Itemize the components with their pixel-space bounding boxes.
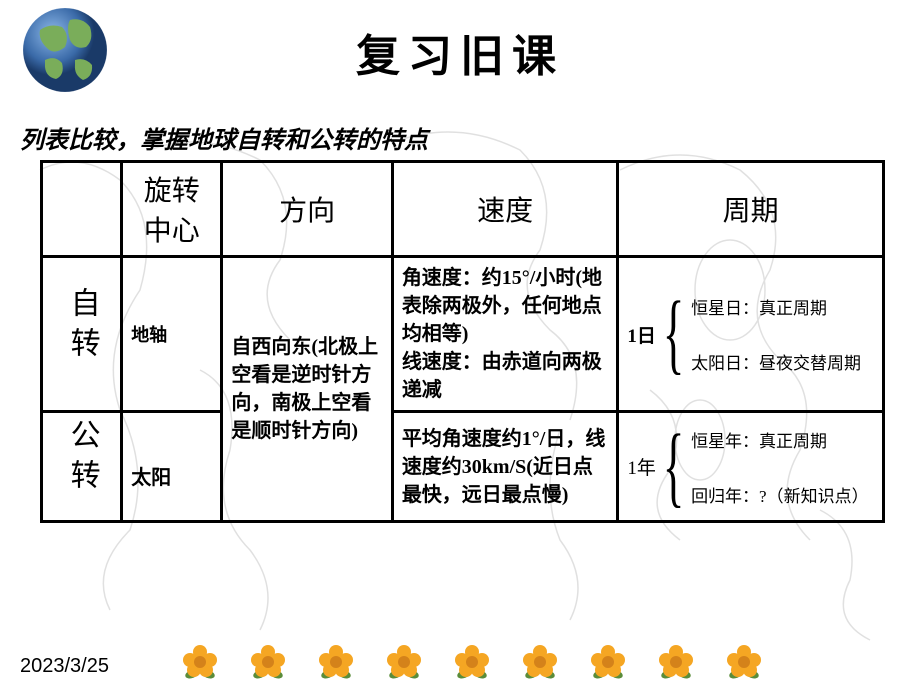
flower-icon: [520, 642, 560, 682]
page-title: 复习旧课: [0, 20, 920, 84]
date-footer: 2023/3/25: [20, 655, 109, 678]
header-center: 旋转中心: [122, 162, 222, 257]
table-row-revolution: 公转 太阳 平均角速度约1°/日，线速度约30km/S(近日点最快，远日最点慢)…: [42, 412, 884, 522]
brace-icon: {: [663, 304, 685, 364]
cell-revolution-period: 1年 { 恒星年：真正周期 回归年：?（新知识点）: [618, 412, 884, 522]
flower-row: [180, 642, 764, 682]
cell-direction: 自西向东(北极上空看是逆时针方向，南极上空看是顺时针方向): [222, 257, 392, 522]
flower-icon: [724, 642, 764, 682]
cell-rotation-speed: 角速度：约15°/小时(地表除两极外，任何地点均相等) 线速度：由赤道向两极递减: [392, 257, 618, 412]
brace-icon: {: [663, 437, 685, 497]
comparison-table: 旋转中心 方向 速度 周期 自转 地轴 自西向东(北极上空看是逆时针方向，南极上…: [40, 160, 885, 523]
row-label-revolution: 公转: [42, 412, 122, 522]
cell-revolution-speed: 平均角速度约1°/日，线速度约30km/S(近日点最快，远日最点慢): [392, 412, 618, 522]
period-main-revolution: 1年: [627, 453, 656, 480]
cell-rotation-period: 1日 { 恒星日：真正周期 太阳日：昼夜交替周期: [618, 257, 884, 412]
period-item: 回归年：?（新知识点）: [691, 482, 869, 507]
table-row-rotation: 自转 地轴 自西向东(北极上空看是逆时针方向，南极上空看是顺时针方向) 角速度：…: [42, 257, 884, 412]
table-header-row: 旋转中心 方向 速度 周期: [42, 162, 884, 257]
flower-icon: [452, 642, 492, 682]
header-speed: 速度: [392, 162, 618, 257]
flower-icon: [180, 642, 220, 682]
header-blank: [42, 162, 122, 257]
flower-icon: [316, 642, 356, 682]
header-period: 周期: [618, 162, 884, 257]
flower-icon: [248, 642, 288, 682]
row-label-rotation: 自转: [42, 257, 122, 412]
period-main-rotation: 1日: [627, 321, 656, 348]
period-item: 恒星年：真正周期: [691, 427, 869, 452]
flower-icon: [384, 642, 424, 682]
period-item: 太阳日：昼夜交替周期: [691, 349, 861, 374]
flower-icon: [588, 642, 628, 682]
header-direction: 方向: [222, 162, 392, 257]
cell-rotation-center: 地轴: [122, 257, 222, 412]
period-item: 恒星日：真正周期: [691, 294, 861, 319]
cell-revolution-center: 太阳: [122, 412, 222, 522]
flower-icon: [656, 642, 696, 682]
page-subtitle: 列表比较，掌握地球自转和公转的特点: [20, 120, 428, 155]
